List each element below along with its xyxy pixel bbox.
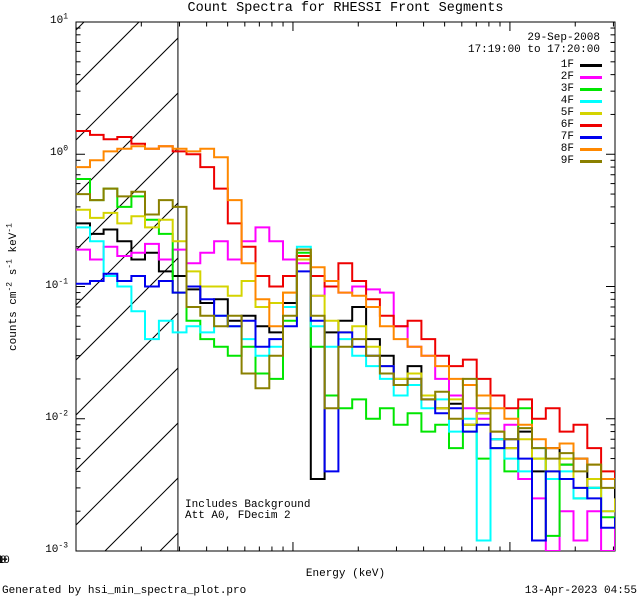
legend-item-8F: 8F: [561, 143, 602, 155]
legend-label-5F: 5F: [560, 107, 574, 119]
legend-swatch-1F: [580, 63, 602, 67]
legend-swatch-5F: [580, 111, 602, 115]
y-tick-label-1e-1: 10-1: [45, 276, 68, 292]
legend-label-9F: 9F: [560, 155, 574, 167]
x-tick-label-1: 1: [0, 555, 30, 567]
hatch-line: [76, 312, 178, 416]
chart-title: Count Spectra for RHESSI Front Segments: [187, 1, 504, 16]
y-axis-title: counts cm-2 s-1 keV-1: [5, 157, 20, 417]
y-tick-label-1e0: 100: [49, 144, 68, 160]
series-5F: [76, 208, 615, 513]
legend-item-3F: 3F: [561, 83, 602, 95]
legend: 1F 2F 3F 4F 5F 6F 7F 8F 9F: [561, 59, 602, 167]
legend-item-4F: 4F: [561, 95, 602, 107]
annotation-attenuator: Att A0, FDecim 2: [185, 510, 291, 522]
x-axis-title: Energy (keV): [305, 568, 386, 580]
legend-label-4F: 4F: [560, 95, 574, 107]
legend-label-7F: 7F: [560, 131, 574, 143]
observation-time-range: 17:19:00 to 17:20:00: [467, 44, 600, 56]
legend-swatch-7F: [580, 135, 602, 139]
series-1F: [76, 222, 615, 499]
legend-item-6F: 6F: [561, 119, 602, 131]
y-axis-title-text: s: [8, 268, 20, 282]
annotation-background: Includes Background: [185, 499, 311, 511]
observation-interval: 29-Sep-2008 17:19:00 to 17:20:00: [468, 32, 600, 56]
series-9F: [76, 187, 615, 489]
series-8F: [76, 145, 615, 488]
legend-label-2F: 2F: [560, 71, 574, 83]
y-axis-title-exponent: -1: [5, 223, 15, 233]
observation-date: 29-Sep-2008: [527, 32, 600, 44]
legend-swatch-4F: [580, 99, 602, 103]
render-timestamp: 13-Apr-2023 04:55: [524, 585, 637, 597]
y-tick-label-1e1: 101: [49, 12, 68, 27]
y-tick-label-1e-3: 10-3: [45, 541, 68, 556]
y-axis-title-exponent: -1: [5, 259, 15, 269]
series-4F: [76, 226, 615, 542]
legend-swatch-9F: [580, 159, 602, 163]
y-axis-title-text: keV: [8, 232, 20, 260]
legend-swatch-6F: [580, 123, 602, 127]
series-7F: [76, 270, 615, 542]
hatch-line: [76, 202, 178, 306]
legend-item-2F: 2F: [561, 71, 602, 83]
legend-item-1F: 1F: [561, 59, 602, 71]
generator-credit: Generated by hsi_min_spectra_plot.pro: [2, 585, 247, 597]
legend-swatch-3F: [580, 87, 602, 91]
hatch-line: [76, 422, 178, 526]
hatch-line: [76, 367, 178, 471]
series-3F: [76, 178, 615, 537]
legend-item-7F: 7F: [561, 131, 602, 143]
legend-label-6F: 6F: [560, 119, 574, 131]
hatch-line: [76, 92, 178, 196]
y-axis-title-exponent: -2: [5, 281, 15, 292]
y-axis-title-text: counts cm: [8, 291, 20, 351]
x-tick-label-100: 100: [0, 555, 10, 567]
series-6F: [76, 130, 615, 488]
hatch-line: [76, 37, 178, 141]
legend-item-5F: 5F: [561, 107, 602, 119]
legend-swatch-2F: [580, 75, 602, 79]
legend-swatch-8F: [580, 147, 602, 151]
spectra-series: [76, 130, 615, 551]
legend-label-3F: 3F: [560, 83, 574, 95]
y-tick-label-1e-2: 10-2: [45, 409, 68, 424]
legend-label-1F: 1F: [560, 59, 574, 71]
legend-label-8F: 8F: [560, 143, 574, 155]
x-tick-label-10: 10: [0, 555, 7, 567]
legend-item-9F: 9F: [561, 155, 602, 167]
plot-frame: [75, 21, 616, 552]
